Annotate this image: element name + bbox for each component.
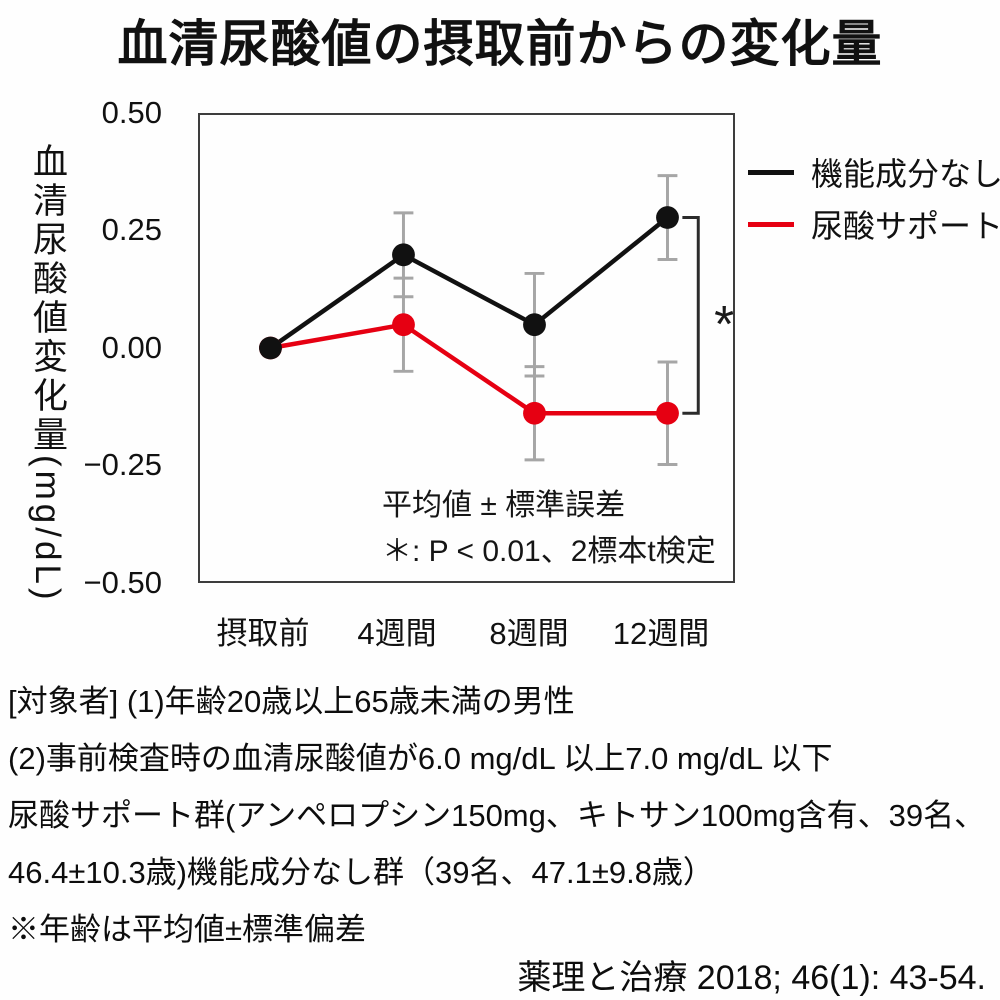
y-tick-label: −0.25 <box>83 447 162 482</box>
annotation-line-1: 平均値 ± 標準誤差 <box>382 489 626 522</box>
legend-item-treatment: 尿酸サポート <box>748 203 1000 245</box>
y-tick-label: 0.00 <box>101 330 162 365</box>
legend-label: 機能成分なし <box>811 156 1000 192</box>
x-tick-label: 12週間 <box>612 616 710 651</box>
footnotes: [対象者] (1)年齢20歳以上65歳未満の男性 (2)事前検査時の血清尿酸値が… <box>8 673 985 958</box>
footnote-line: [対象者] (1)年齢20歳以上65歳未満の男性 <box>8 684 575 719</box>
x-tick-label: 8週間 <box>489 616 569 651</box>
y-axis-label-text: 血清尿酸値変化量 <box>28 143 67 455</box>
legend-item-control: 機能成分なし <box>748 151 1000 193</box>
legend-line-swatch-red <box>748 221 794 227</box>
chart-title: 血清尿酸値の摂取前からの変化量 <box>117 16 883 72</box>
plot-area: * 平均値 ± 標準誤差 ＊: P < 0.01、2標本t検定 <box>198 113 735 583</box>
plot-annotation: 平均値 ± 標準誤差 ＊: P < 0.01、2標本t検定 <box>382 483 716 575</box>
y-tick-label: 0.50 <box>101 95 162 130</box>
y-tick-label: −0.50 <box>83 565 162 600</box>
annotation-line-2: ＊: P < 0.01、2標本t検定 <box>382 535 716 568</box>
footnote-line: ※年齢は平均値±標準偏差 <box>8 912 367 947</box>
footnote-line: 尿酸サポート群(アンペロプシン150mg、キトサン100mg含有、39名、 <box>8 798 986 833</box>
y-axis-label: 血清尿酸値変化量(mg/dL) <box>28 143 67 604</box>
legend-label: 尿酸サポート <box>811 208 1000 244</box>
legend: 機能成分なし 尿酸サポート <box>748 151 1000 255</box>
plot-svg: * <box>259 174 733 466</box>
y-tick-label: 0.25 <box>101 212 162 247</box>
x-tick-label: 摂取前 <box>216 616 310 651</box>
x-tick-label: 4週間 <box>357 616 437 651</box>
svg-text:*: * <box>714 295 733 353</box>
footnote-line: 46.4±10.3歳)機能成分なし群（39名、47.1±9.8歳） <box>8 855 714 890</box>
y-axis-unit: (mg/dL) <box>28 455 67 604</box>
footnote-line: (2)事前検査時の血清尿酸値が6.0 mg/dL 以上7.0 mg/dL 以下 <box>8 741 833 776</box>
source-citation: 薬理と治療 2018; 46(1): 43-54. <box>517 959 986 997</box>
legend-line-swatch-black <box>748 169 794 175</box>
